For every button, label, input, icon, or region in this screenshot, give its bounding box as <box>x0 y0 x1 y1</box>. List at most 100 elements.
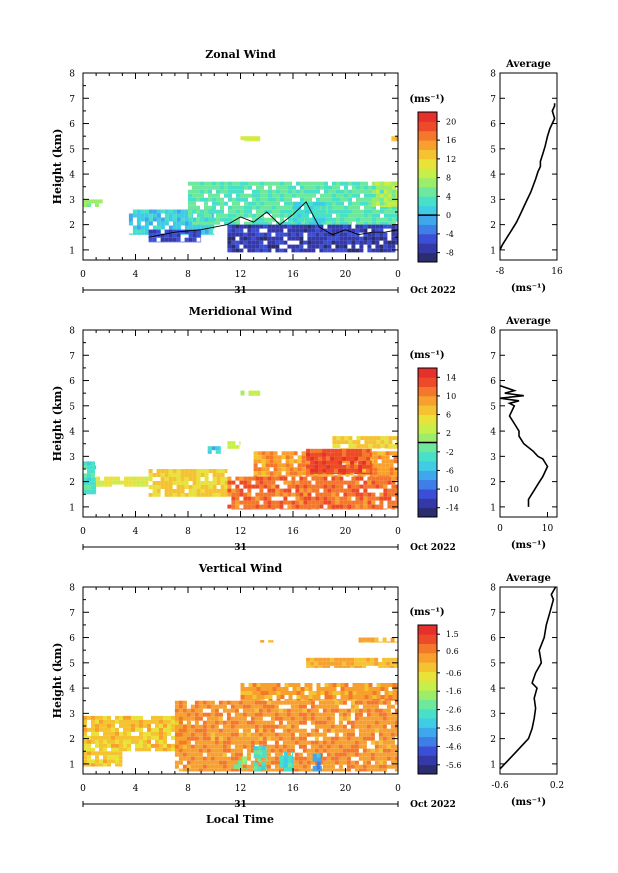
heatmap-cell <box>260 691 265 695</box>
heatmap-cell <box>188 217 193 222</box>
heatmap-cell <box>338 708 343 713</box>
heatmap-cell <box>382 756 387 761</box>
heatmap-cell <box>139 735 143 740</box>
heatmap-cell <box>354 724 359 729</box>
panel-3 <box>82 586 558 807</box>
heatmap-cell <box>367 244 372 249</box>
heatmap-cell <box>212 469 217 473</box>
heatmap-cell <box>381 459 386 464</box>
heatmap-cell <box>257 746 262 751</box>
heatmap-cell <box>266 708 271 713</box>
heatmap-cell <box>198 752 203 757</box>
heatmap-cell <box>392 691 397 695</box>
x-tick-label: 20 <box>340 784 352 794</box>
heatmap-cell <box>279 755 284 760</box>
heatmap-cell <box>262 712 267 717</box>
heatmap-cell <box>342 472 347 475</box>
heatmap-cell <box>234 740 239 745</box>
heatmap-cell <box>338 764 343 769</box>
heatmap-cell <box>206 704 211 709</box>
heatmap-cell <box>371 232 376 237</box>
colorbar-tick-label: -3.6 <box>446 724 461 733</box>
heatmap-cell <box>295 488 300 493</box>
heatmap-cell <box>226 708 231 713</box>
heatmap-cell <box>370 657 375 662</box>
heatmap-cell <box>323 248 328 253</box>
heatmap-cell <box>295 480 300 485</box>
heatmap-cell <box>392 448 397 449</box>
heatmap-cell <box>354 472 359 475</box>
heatmap-cell <box>128 476 133 481</box>
heatmap-cell <box>216 201 220 206</box>
heatmap-cell <box>240 181 244 186</box>
heatmap-cell <box>241 768 246 769</box>
heatmap-cell <box>270 700 275 705</box>
heatmap-cell <box>352 181 356 186</box>
heatmap-cell <box>148 229 153 234</box>
profile-line <box>499 384 549 507</box>
heatmap-cell <box>257 475 262 477</box>
heatmap-cell <box>280 189 284 194</box>
heatmap-cell <box>257 758 262 763</box>
heatmap-cell <box>314 448 319 453</box>
heatmap-cell <box>327 488 332 493</box>
heatmap-cell <box>366 472 371 475</box>
heatmap-cell <box>369 475 374 477</box>
heatmap-cell <box>259 508 264 510</box>
heatmap-cell <box>164 473 169 477</box>
heatmap-cell <box>330 452 335 457</box>
heatmap-cell <box>342 712 347 717</box>
heatmap-cell <box>293 471 298 476</box>
heatmap-cell <box>302 708 307 713</box>
heatmap-cell <box>251 504 256 509</box>
heatmap-cell <box>351 244 356 249</box>
heatmap-cell <box>383 508 388 510</box>
x-tick-label: 16 <box>287 784 299 794</box>
heatmap-cell <box>164 241 169 243</box>
heatmap-cell <box>238 752 243 757</box>
heatmap-cell <box>351 236 356 241</box>
heatmap-cell <box>226 756 231 761</box>
heatmap-cell <box>163 747 167 752</box>
heatmap-cell <box>351 500 356 505</box>
heatmap-cell <box>253 455 258 460</box>
heatmap-cell <box>355 488 360 493</box>
colorbar-tick-label: -1.6 <box>446 687 461 696</box>
heatmap-cell <box>218 740 223 745</box>
heatmap-cell <box>319 248 324 253</box>
heatmap-cell <box>310 460 315 465</box>
colorbar-tick-label: -5.6 <box>446 761 461 770</box>
heatmap-cell <box>340 189 344 194</box>
heatmap-cell <box>386 764 391 769</box>
heatmap-cell <box>368 691 373 695</box>
heatmap-cell <box>208 209 212 214</box>
colorbar-segment <box>418 423 437 434</box>
heatmap-cell <box>346 760 351 765</box>
heatmap-cell <box>370 756 375 761</box>
heatmap-cell <box>394 728 398 733</box>
heatmap-cell <box>224 213 228 218</box>
heatmap-cell <box>384 440 389 445</box>
heatmap-cell <box>107 759 111 764</box>
heatmap-cell <box>286 744 291 749</box>
heatmap-cell <box>360 209 364 214</box>
colorbar-tick-label: 2 <box>446 429 451 438</box>
heatmap-cell <box>275 484 280 489</box>
heatmap-cell <box>234 752 239 757</box>
heatmap-cell <box>264 189 268 194</box>
heatmap-cell <box>331 228 336 233</box>
heatmap-cell <box>291 759 293 764</box>
heatmap-cell <box>343 248 348 253</box>
heatmap-cell <box>254 712 259 717</box>
heatmap-cell <box>319 232 324 237</box>
colorbar-segment <box>418 718 437 728</box>
heatmap-cell <box>182 700 187 705</box>
heatmap-cell <box>298 720 303 725</box>
colorbar-segment <box>418 643 437 654</box>
heatmap-cell <box>371 197 376 202</box>
heatmap-cell <box>214 708 219 713</box>
heatmap-cell <box>298 708 303 713</box>
heatmap-cell <box>91 461 95 466</box>
heatmap-cell <box>376 695 381 699</box>
heatmap-cell <box>246 748 251 753</box>
